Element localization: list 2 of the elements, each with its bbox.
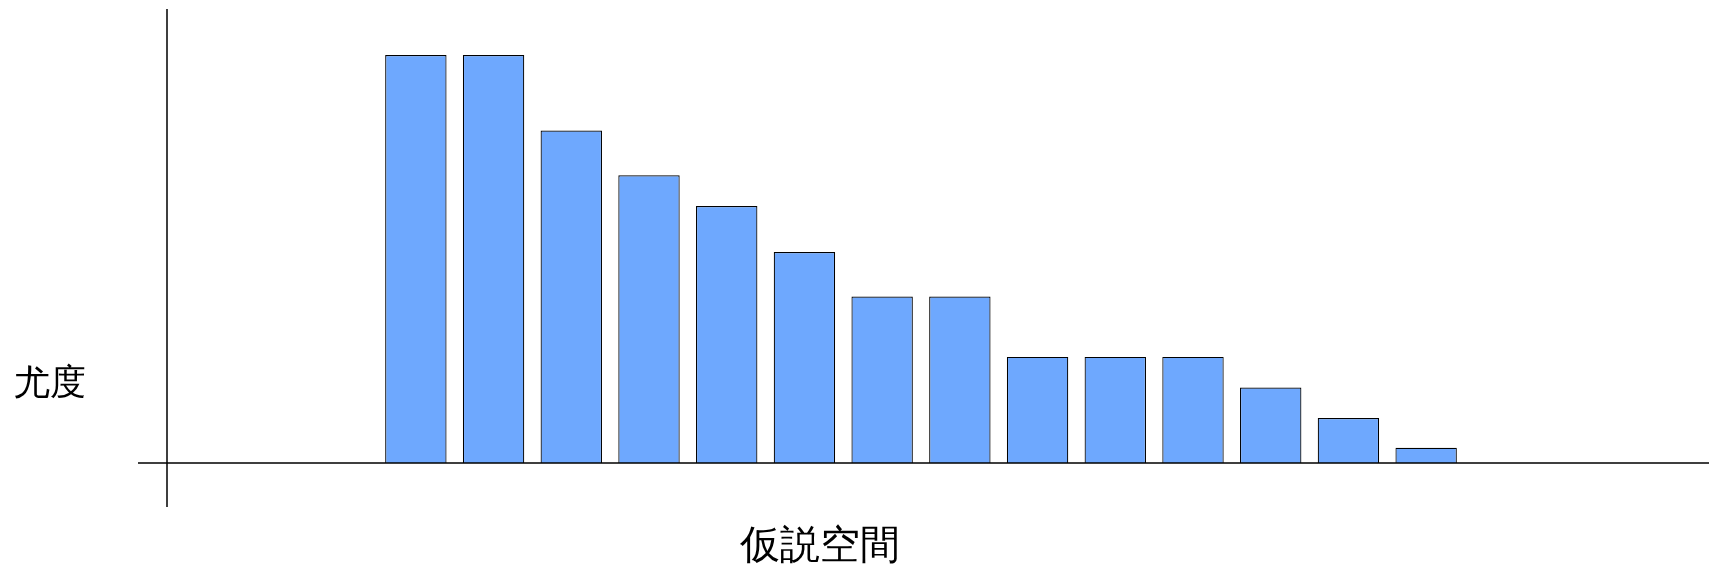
x-axis-title: 仮説空間 (740, 520, 900, 568)
text: 尤度 (14, 360, 86, 404)
